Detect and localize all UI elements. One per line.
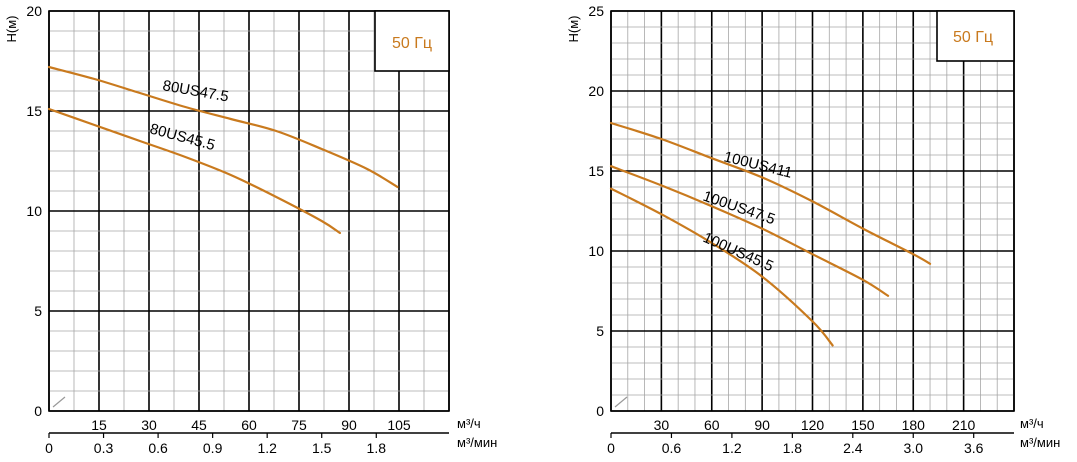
frequency-box [374, 10, 450, 72]
secondary-x-tick-label: 1.5 [312, 440, 332, 456]
secondary-x-tick-label: 0 [45, 440, 53, 456]
plot-frame [610, 10, 1015, 412]
y-tick-label: 25 [588, 3, 604, 19]
x-tick-label: 90 [754, 417, 770, 433]
x-tick-label: 60 [241, 417, 257, 433]
curve-80US45.5 [47, 107, 342, 235]
x-axis-unit-flow-hour: м³/ч [457, 416, 481, 431]
origin-mark [52, 396, 66, 408]
x-tick-label: 75 [291, 417, 307, 433]
curve-100US47.5 [609, 165, 890, 297]
y-tick-label: 10 [26, 203, 42, 219]
x-axis-unit-flow-hour: м³/ч [1020, 416, 1044, 431]
x-tick-label: 60 [704, 417, 720, 433]
chart-1: 50 Гц 0 5 10 15 20 H(м) 15 30 45 60 75 90 105 м³/ч 0 0.3… [4, 3, 497, 456]
frequency-label: 50 Гц [392, 35, 432, 52]
secondary-x-tick-label: 0.6 [662, 440, 682, 456]
secondary-x-tick-label: 3.6 [964, 440, 984, 456]
y-tick-label: 5 [34, 303, 42, 319]
secondary-x-tick-label: 0.9 [203, 440, 223, 456]
x-tick-label: 180 [902, 417, 926, 433]
plot-frame [48, 10, 450, 412]
y-tick-label: 20 [26, 3, 42, 19]
y-tick-label: 10 [588, 243, 604, 259]
x-tick-label: 30 [141, 417, 157, 433]
y-tick-label: 15 [588, 163, 604, 179]
curve-label: 80US47.5 [161, 77, 230, 105]
y-axis-label: H(м) [4, 16, 19, 43]
secondary-x-tick-label: 2.4 [843, 440, 863, 456]
y-tick-label: 0 [34, 403, 42, 419]
curve-80US47.5 [47, 65, 399, 189]
y-axis-label: H(м) [566, 16, 581, 43]
x-tick-label: 210 [952, 417, 976, 433]
curve-100US45.5 [609, 187, 834, 347]
y-tick-label: 0 [596, 403, 604, 419]
secondary-x-tick-label: 1.2 [257, 440, 277, 456]
curve-label: 80US45.5 [148, 120, 217, 154]
secondary-x-tick-label: 0 [607, 440, 615, 456]
y-tick-label: 20 [588, 83, 604, 99]
secondary-x-tick-label: 1.2 [722, 440, 742, 456]
x-tick-label: 105 [387, 417, 411, 433]
secondary-x-tick-label: 3.0 [904, 440, 924, 456]
origin-mark [614, 396, 628, 408]
chart-2: 50 Гц 0 5 10 15 20 25 H(м) 30 60 90 120 150 180 210 м³/… [566, 3, 1060, 456]
y-tick-label: 15 [26, 103, 42, 119]
x-tick-label: 120 [801, 417, 825, 433]
secondary-x-tick-label: 1.8 [783, 440, 803, 456]
secondary-x-tick-label: 1.8 [367, 440, 387, 456]
secondary-x-tick-label: 0.6 [148, 440, 168, 456]
x-tick-label: 15 [91, 417, 107, 433]
frequency-label: 50 Гц [953, 29, 993, 46]
x-tick-label: 45 [191, 417, 207, 433]
x-tick-label: 30 [654, 417, 670, 433]
frequency-box [936, 10, 1015, 62]
grid [610, 10, 1015, 412]
curve-100US411 [609, 121, 932, 265]
x-tick-label: 150 [851, 417, 875, 433]
x-axis-unit-flow-minute: м³/мин [1020, 435, 1060, 450]
x-tick-label: 90 [341, 417, 357, 433]
y-tick-label: 5 [596, 323, 604, 339]
secondary-x-tick-label: 0.3 [94, 440, 114, 456]
x-axis-unit-flow-minute: м³/мин [457, 435, 497, 450]
